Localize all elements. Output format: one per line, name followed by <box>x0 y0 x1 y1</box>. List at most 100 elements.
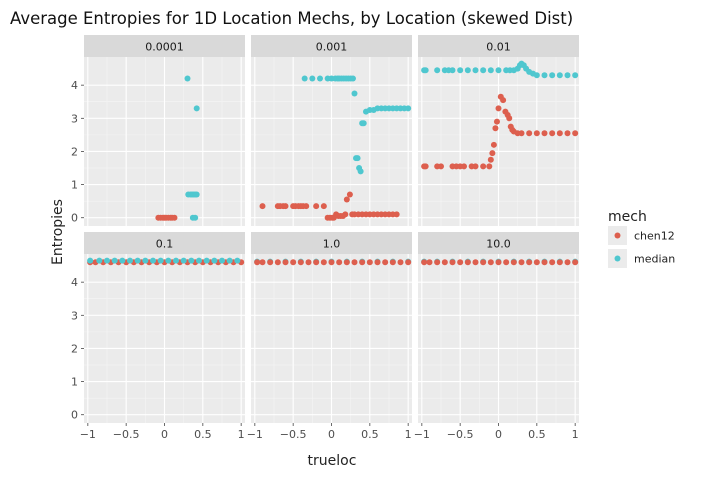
data-point-median <box>87 257 94 264</box>
x-tick-label: −0.5 <box>280 428 307 441</box>
x-axis-label: trueloc <box>308 453 357 469</box>
data-point-median <box>196 257 202 264</box>
data-point-chen12 <box>495 105 502 112</box>
data-point-chen12 <box>490 141 497 148</box>
data-point-median <box>150 257 156 264</box>
data-point-chen12 <box>421 259 428 266</box>
data-point-median <box>457 67 464 74</box>
facet-panel: 0.001 <box>251 35 412 226</box>
data-point-chen12 <box>500 97 507 104</box>
data-point-chen12 <box>480 259 487 266</box>
data-point-chen12 <box>282 203 289 210</box>
facet-strip-label: 0.01 <box>486 41 511 54</box>
data-point-chen12 <box>405 259 412 266</box>
facet-panel: 10.0 −1 −0.5 0 0.5 1 <box>414 232 579 441</box>
data-point-chen12 <box>472 259 479 266</box>
y-tick-label: 0 <box>71 212 78 225</box>
data-point-median <box>541 72 548 79</box>
data-point-median <box>480 67 487 74</box>
legend-label-chen12: chen12 <box>634 230 675 243</box>
data-point-chen12 <box>434 259 441 266</box>
x-tick-label: 0 <box>328 428 335 441</box>
data-point-chen12 <box>441 259 448 266</box>
x-tick-label: 1 <box>572 428 579 441</box>
data-point-median <box>193 105 200 112</box>
data-point-median <box>157 257 164 264</box>
data-point-chen12 <box>492 125 499 132</box>
x-tick-label: 1 <box>238 428 245 441</box>
facet-strip <box>418 232 579 254</box>
data-point-chen12 <box>313 259 320 266</box>
data-point-median <box>219 257 225 264</box>
data-point-chen12 <box>549 259 556 266</box>
data-point-chen12 <box>343 196 350 203</box>
data-point-median <box>449 67 456 74</box>
x-tick-label: −0.5 <box>113 428 140 441</box>
data-point-chen12 <box>541 130 548 137</box>
data-point-median <box>193 191 200 198</box>
x-tick-label: −1 <box>414 428 430 441</box>
data-point-median <box>572 72 579 79</box>
data-point-chen12 <box>526 130 533 137</box>
facet-strip <box>84 232 245 254</box>
data-point-chen12 <box>259 259 266 266</box>
data-point-median <box>434 67 441 74</box>
data-point-chen12 <box>556 259 563 266</box>
data-point-median <box>351 90 358 97</box>
data-point-median <box>211 257 218 264</box>
data-point-chen12 <box>526 259 533 266</box>
data-point-chen12 <box>556 130 563 137</box>
data-point-median <box>96 257 103 264</box>
y-tick-label: 2 <box>71 342 78 355</box>
data-point-median <box>301 75 308 82</box>
data-point-chen12 <box>303 203 310 210</box>
data-point-chen12 <box>480 163 487 170</box>
x-tick-label: 0.5 <box>528 428 546 441</box>
x-tick-label: 0 <box>495 428 502 441</box>
legend: mech chen12 median <box>608 209 675 268</box>
data-point-median <box>188 257 195 264</box>
data-point-median <box>495 67 502 74</box>
data-point-chen12 <box>533 130 540 137</box>
facet-panel: 1.0 −1 −0.5 0 0.5 1 <box>247 232 412 441</box>
data-point-chen12 <box>397 259 404 266</box>
data-point-chen12 <box>518 259 525 266</box>
data-point-median <box>317 75 323 82</box>
data-point-chen12 <box>541 259 548 266</box>
data-point-median <box>556 72 563 79</box>
data-point-chen12 <box>274 259 281 266</box>
facet-strip-label: 0.1 <box>156 238 174 251</box>
data-point-median <box>192 214 199 221</box>
data-point-median <box>487 67 494 74</box>
data-point-chen12 <box>564 259 571 266</box>
data-point-chen12 <box>328 259 335 266</box>
data-point-median <box>349 75 356 82</box>
data-point-median <box>104 257 110 264</box>
data-point-chen12 <box>495 259 502 266</box>
data-point-median <box>564 72 571 79</box>
data-point-median <box>173 257 179 264</box>
data-point-chen12 <box>426 259 433 266</box>
data-point-chen12 <box>472 163 479 170</box>
x-tick-label: 0 <box>161 428 168 441</box>
facet-strip-label: 10.0 <box>486 238 511 251</box>
y-tick-label: 1 <box>71 376 78 389</box>
legend-label-median: median <box>634 253 675 266</box>
data-point-chen12 <box>290 259 297 266</box>
y-tick-label: 1 <box>71 179 78 192</box>
data-point-chen12 <box>259 203 266 210</box>
data-point-median <box>357 168 364 175</box>
data-point-chen12 <box>489 150 496 157</box>
data-point-chen12 <box>449 259 456 266</box>
facet-strip-label: 1.0 <box>323 238 341 251</box>
data-point-median <box>549 72 556 79</box>
data-point-chen12 <box>320 259 327 266</box>
legend-title: mech <box>608 209 647 225</box>
x-tick-label: −0.5 <box>447 428 474 441</box>
data-point-chen12 <box>549 130 556 137</box>
data-point-chen12 <box>374 259 381 266</box>
data-point-chen12 <box>510 259 517 266</box>
data-point-median <box>472 67 479 74</box>
